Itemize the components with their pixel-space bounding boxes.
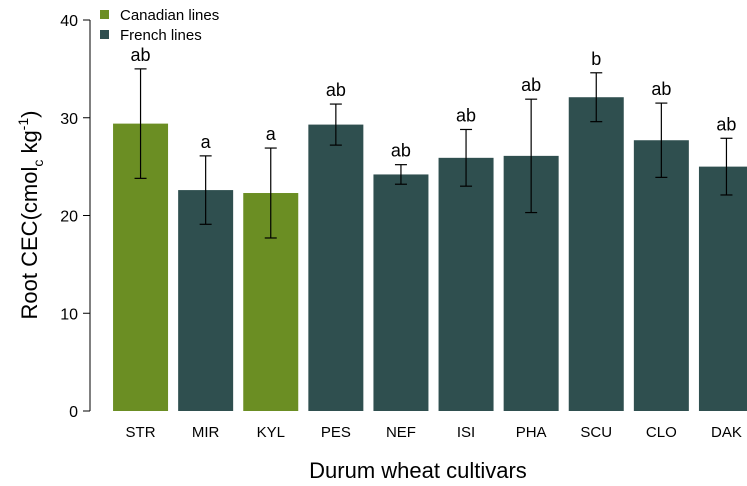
y-label-main: Root CEC(cmol xyxy=(17,167,42,320)
y-label-sub: c xyxy=(30,160,46,167)
y-tick-label: 0 xyxy=(69,404,78,421)
annotation: ab xyxy=(521,75,541,95)
y-tick-label: 40 xyxy=(60,13,78,30)
x-tick-label: PHA xyxy=(516,424,547,441)
x-tick-label: DAK xyxy=(711,424,742,441)
y-axis-label: Root CEC(cmolc kg-1) xyxy=(15,111,46,320)
annotation: ab xyxy=(716,114,736,134)
annotation: ab xyxy=(326,80,346,100)
y-label-sup: -1 xyxy=(15,118,31,131)
x-tick-label: SCU xyxy=(580,424,612,441)
annotation: b xyxy=(591,49,601,69)
bar xyxy=(698,166,747,411)
bar xyxy=(438,157,494,411)
bar xyxy=(308,124,364,411)
x-tick-label: NEF xyxy=(386,424,416,441)
y-tick-label: 10 xyxy=(60,306,78,323)
annotation: ab xyxy=(131,45,151,65)
annotation: a xyxy=(201,132,212,152)
bar xyxy=(568,97,624,411)
legend-swatch xyxy=(100,30,109,39)
bar xyxy=(178,190,234,411)
y-tick-label: 30 xyxy=(60,111,78,128)
bar xyxy=(633,140,689,412)
y-label-end: ) xyxy=(17,111,42,118)
legend-label: French lines xyxy=(120,27,202,44)
annotation: ab xyxy=(456,105,476,125)
legend-label: Canadian lines xyxy=(120,7,219,24)
annotation: a xyxy=(266,124,277,144)
x-tick-label: PES xyxy=(321,424,351,441)
annotation: ab xyxy=(651,79,671,99)
bar xyxy=(373,174,429,411)
y-tick-label: 20 xyxy=(60,209,78,226)
y-label-mid: kg xyxy=(17,130,42,159)
x-axis-label: Durum wheat cultivars xyxy=(309,458,527,483)
x-tick-label: ISI xyxy=(457,424,475,441)
x-tick-label: CLO xyxy=(646,424,677,441)
annotation: ab xyxy=(391,141,411,161)
x-tick-label: MIR xyxy=(192,424,220,441)
legend-swatch xyxy=(100,10,109,19)
x-tick-label: KYL xyxy=(257,424,285,441)
x-tick-label: STR xyxy=(126,424,156,441)
